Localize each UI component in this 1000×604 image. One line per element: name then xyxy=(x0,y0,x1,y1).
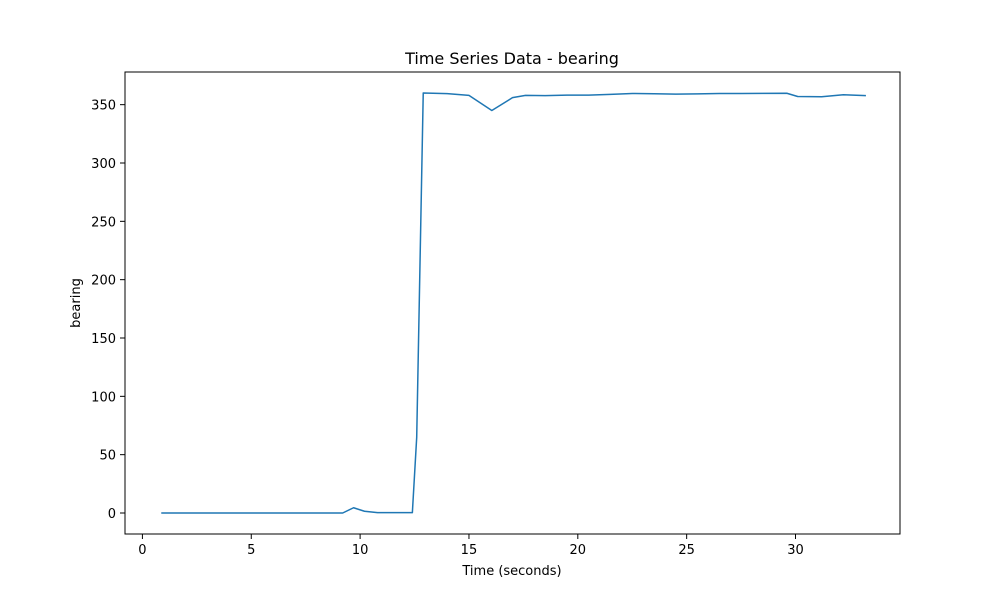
x-tick-label: 30 xyxy=(787,543,804,558)
chart-title: Time Series Data - bearing xyxy=(404,49,619,68)
x-tick-label: 15 xyxy=(461,543,478,558)
plot-area xyxy=(124,71,901,535)
series-lines xyxy=(161,92,866,514)
x-tick-label: 25 xyxy=(678,543,695,558)
x-axis-label: Time (seconds) xyxy=(461,564,561,579)
y-tick-label: 200 xyxy=(91,274,116,289)
y-tick-label: 250 xyxy=(91,215,116,230)
x-tick-label: 20 xyxy=(570,543,587,558)
y-tick-label: 0 xyxy=(108,507,116,522)
x-axis-ticks: 0 5 10 15 20 25 30 xyxy=(138,534,804,558)
y-tick-label: 150 xyxy=(91,332,116,347)
x-tick-label: 10 xyxy=(352,543,369,558)
x-tick-label: 5 xyxy=(247,543,255,558)
y-tick-label: 100 xyxy=(91,390,116,405)
x-tick-label: 0 xyxy=(138,543,146,558)
y-axis-ticks: 0 50 100 150 200 250 300 350 xyxy=(91,99,125,522)
y-tick-label: 350 xyxy=(91,99,116,114)
series-line xyxy=(161,92,866,514)
plot-frame xyxy=(124,71,901,535)
y-tick-label: 300 xyxy=(91,157,116,172)
y-tick-label: 50 xyxy=(99,449,116,464)
y-axis-label: bearing xyxy=(69,278,84,328)
